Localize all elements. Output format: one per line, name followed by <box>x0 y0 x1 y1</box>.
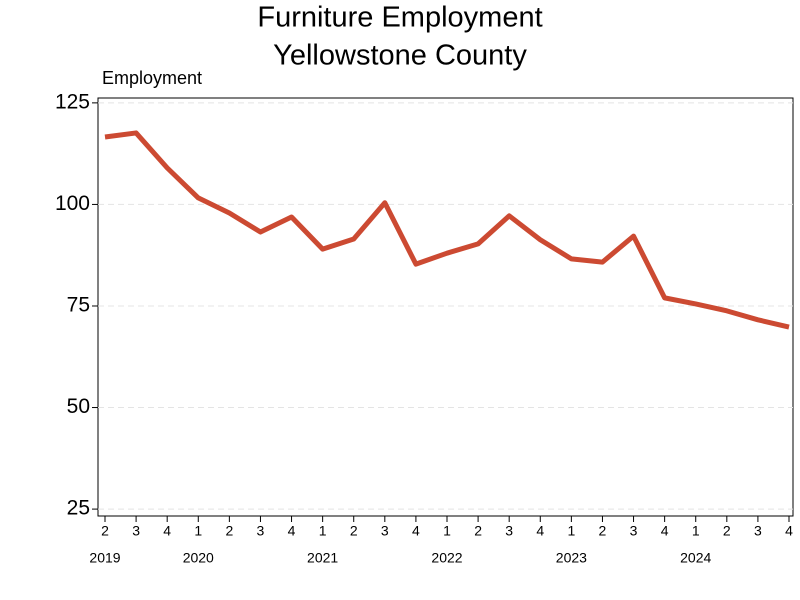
x-tick-label: 3 <box>630 523 638 539</box>
x-tick-label: 1 <box>567 523 575 539</box>
chart-title: Furniture Employment <box>257 2 542 34</box>
x-tick-label: 3 <box>754 523 762 539</box>
x-tick-label: 3 <box>505 523 513 539</box>
x-tick-label: 2 <box>225 523 233 539</box>
x-tick-label: 2 <box>723 523 731 539</box>
y-tick-label: 25 <box>67 497 90 520</box>
x-tick-label: 4 <box>412 523 420 539</box>
x-tick-label: 2 <box>474 523 482 539</box>
year-label: 2020 <box>183 550 214 566</box>
chart-subtitle: Yellowstone County <box>273 40 527 72</box>
y-tick-label: 50 <box>67 395 90 418</box>
line <box>104 130 790 330</box>
x-tick-label: 1 <box>319 523 327 539</box>
plot-frame <box>97 97 794 517</box>
y-tick-label: 125 <box>55 90 90 113</box>
x-tick-label: 4 <box>785 523 793 539</box>
x-tick-label: 4 <box>661 523 669 539</box>
x-tick-label: 3 <box>132 523 140 539</box>
y-tick-label: 75 <box>67 294 90 317</box>
x-tick-label: 1 <box>692 523 700 539</box>
y-tick-label: 100 <box>55 192 90 215</box>
x-tick-label: 3 <box>381 523 389 539</box>
x-tick-label: 1 <box>194 523 202 539</box>
x-tick-label: 3 <box>257 523 265 539</box>
year-label: 2022 <box>431 550 462 566</box>
x-tick-label: 2 <box>599 523 607 539</box>
x-tick-label: 2 <box>101 523 109 539</box>
x-tick-label: 4 <box>536 523 544 539</box>
x-tick-label: 4 <box>163 523 171 539</box>
year-label: 2021 <box>307 550 338 566</box>
y-axis-label: Employment <box>102 68 202 88</box>
x-tick-label: 4 <box>288 523 296 539</box>
year-label: 2024 <box>680 550 711 566</box>
year-label: 2019 <box>89 550 120 566</box>
year-label: 2023 <box>556 550 587 566</box>
x-tick-label: 2 <box>350 523 358 539</box>
x-tick-label: 1 <box>443 523 451 539</box>
